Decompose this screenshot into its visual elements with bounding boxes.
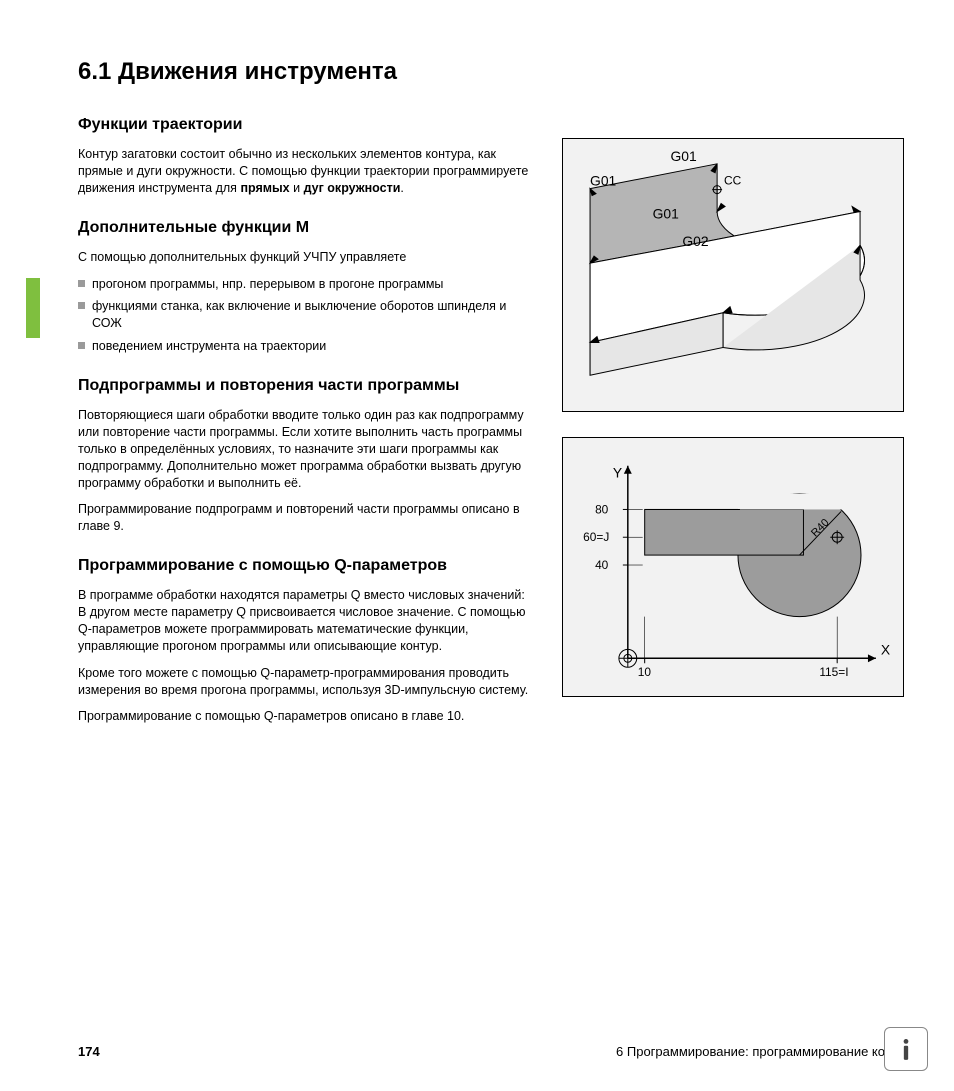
list-item: поведением инструмента на траектории bbox=[78, 338, 530, 355]
page-number: 174 bbox=[78, 1044, 100, 1059]
label-g01-left: G01 bbox=[590, 173, 617, 189]
side-tab-accent bbox=[26, 278, 40, 338]
chapter-title: 6 Программирование: программирование кон… bbox=[616, 1044, 926, 1059]
list-item: функциями станка, как включение и выключ… bbox=[78, 298, 530, 332]
label-g01-bottom: G01 bbox=[653, 205, 680, 221]
content-column: Функции траектории Контур загатовки сост… bbox=[78, 116, 530, 725]
label-cc: CC bbox=[724, 174, 742, 188]
xtick-115i: 115=I bbox=[819, 665, 848, 679]
para-s2-1: С помощью дополнительных функций УЧПУ уп… bbox=[78, 249, 530, 266]
heading-subprograms: Подпрограммы и повторения части программ… bbox=[78, 377, 530, 395]
info-icon bbox=[884, 1027, 928, 1071]
para-s4-2: Кроме того можете с помощью Q-параметр-п… bbox=[78, 665, 530, 699]
para-s4-3: Программирование с помощью Q-параметров … bbox=[78, 708, 530, 725]
page-title: 6.1 Движения инструмента bbox=[78, 58, 878, 86]
ytick-60j: 60=J bbox=[583, 530, 609, 544]
heading-trajectory-functions: Функции траектории bbox=[78, 116, 530, 134]
figure-3d-contour: G01 G01 G01 G02 CC bbox=[562, 138, 904, 412]
label-g02: G02 bbox=[682, 233, 709, 249]
bullet-list-s2: прогоном программы, нпр. перерывом в про… bbox=[78, 276, 530, 356]
para-s3-1: Повторяющиеся шаги обработки вводите тол… bbox=[78, 407, 530, 491]
para-s4-1: В программе обработки находятся параметр… bbox=[78, 587, 530, 655]
ytick-80: 80 bbox=[595, 502, 609, 516]
side-tab: 6.1 Движения инструмента bbox=[26, 50, 64, 400]
heading-m-functions: Дополнительные функции М bbox=[78, 219, 530, 237]
xtick-10: 10 bbox=[638, 665, 652, 679]
label-g01-top: G01 bbox=[670, 148, 697, 164]
svg-text:X: X bbox=[881, 641, 890, 657]
para-s1-1: Контур загатовки состоит обычно из неско… bbox=[78, 146, 530, 197]
list-item: прогоном программы, нпр. перерывом в про… bbox=[78, 276, 530, 293]
page-footer: 174 6 Программирование: программирование… bbox=[78, 1044, 926, 1059]
ytick-40: 40 bbox=[595, 558, 609, 572]
figure-2d-contour: Y X Y X bbox=[562, 437, 904, 697]
heading-q-params: Программирование с помощью Q-параметров bbox=[78, 557, 530, 575]
svg-text:Y: Y bbox=[613, 465, 622, 481]
para-s3-2: Программирование подпрограмм и повторени… bbox=[78, 501, 530, 535]
